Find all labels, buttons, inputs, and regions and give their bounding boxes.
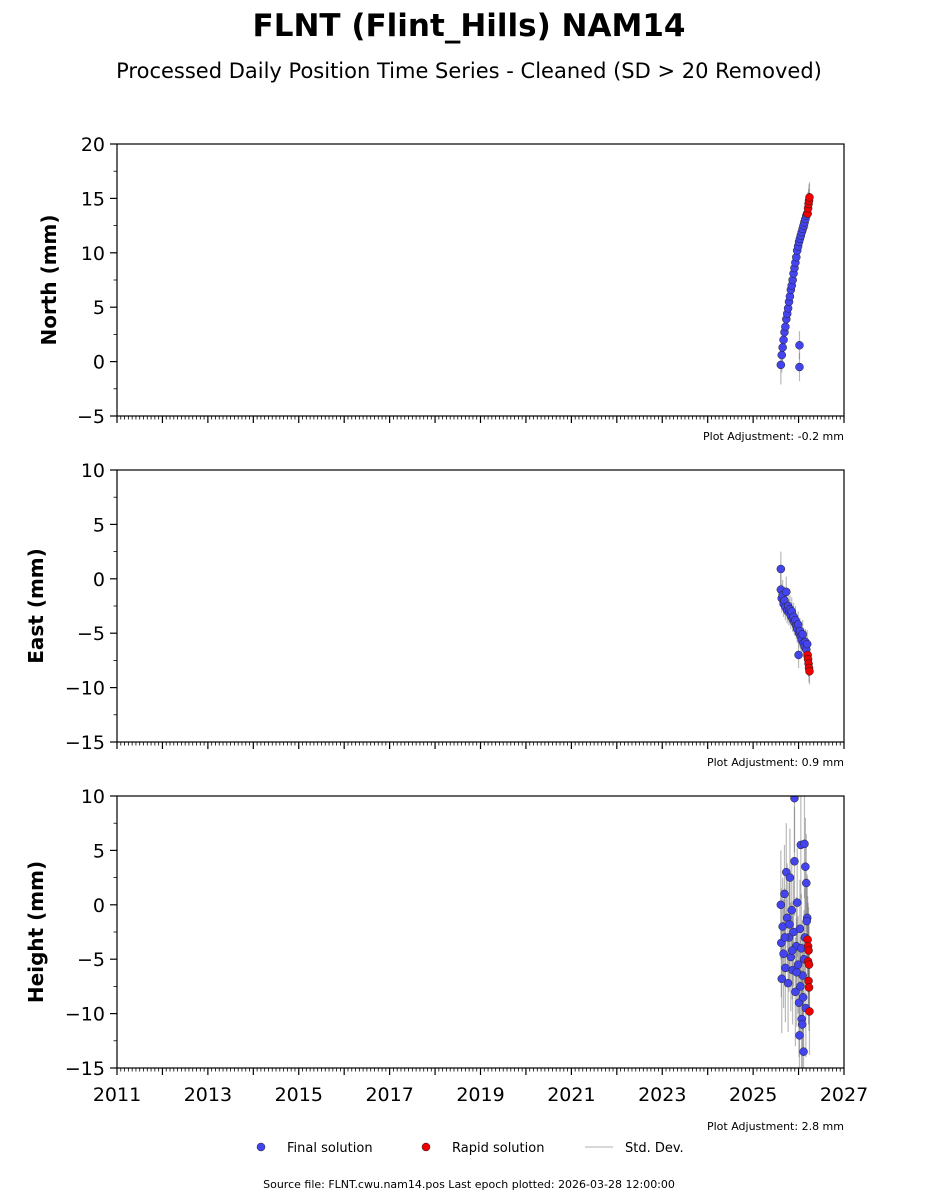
rapid-point — [805, 667, 814, 676]
final-point — [778, 343, 787, 352]
rapid-point — [804, 960, 814, 969]
chart-title: FLNT (Flint_Hills) NAM14 — [253, 8, 686, 44]
y-tick-label: −15 — [65, 732, 105, 754]
legend-sd-label: Std. Dev. — [625, 1141, 684, 1156]
y-axis-label: North (mm) — [37, 214, 61, 345]
final-point — [777, 974, 787, 984]
y-tick-label: 5 — [93, 514, 105, 536]
final-point — [792, 968, 801, 977]
final-point — [802, 916, 811, 926]
final-point — [780, 933, 790, 942]
legend-rapid-marker — [421, 1142, 431, 1152]
plot-frame — [116, 469, 845, 743]
y-tick-label: 0 — [93, 895, 105, 917]
final-point — [783, 978, 793, 988]
final-point — [798, 993, 808, 1002]
plot-adjustment-note: Plot Adjustment: -0.2 mm — [703, 430, 844, 443]
legend-final-label: Final solution — [287, 1141, 373, 1156]
x-tick-label: 2027 — [820, 1084, 868, 1106]
rapid-point — [805, 1007, 814, 1016]
y-tick-label: 0 — [93, 352, 105, 374]
data-layer — [776, 796, 814, 1068]
panel-height: −15 −10 −5 0 5 10 Height (mm) Plot Adjustment: … — [24, 786, 868, 1133]
y-tick-label: −5 — [77, 949, 105, 971]
y-tick-label: 5 — [93, 297, 105, 319]
final-point — [801, 862, 810, 871]
final-point — [779, 335, 788, 345]
x-tick-label: 2021 — [547, 1084, 595, 1106]
final-point — [776, 564, 786, 574]
rapid-point — [804, 946, 813, 955]
final-point — [802, 878, 811, 888]
y-tick-label: 15 — [81, 188, 105, 210]
final-point — [791, 987, 800, 997]
x-tick-label: 2015 — [275, 1084, 323, 1106]
chart-subtitle: Processed Daily Position Time Series - C… — [116, 59, 822, 83]
final-point — [781, 963, 790, 973]
y-tick-label: 0 — [93, 569, 105, 591]
final-point — [787, 946, 797, 955]
y-tick-label: 10 — [81, 786, 105, 808]
final-point — [795, 1031, 804, 1040]
final-point — [800, 839, 809, 849]
final-point — [787, 905, 796, 915]
plot-adjustment-note: Plot Adjustment: 0.9 mm — [707, 756, 844, 769]
final-point — [802, 639, 812, 649]
data-layer — [776, 182, 814, 385]
y-axis-label: East (mm) — [24, 548, 48, 664]
plot-frame — [116, 795, 845, 1069]
final-point — [776, 900, 786, 910]
rapid-point — [805, 193, 814, 202]
y-tick-label: 5 — [93, 840, 105, 862]
x-tick-label: 2025 — [729, 1084, 777, 1106]
final-point — [795, 341, 804, 350]
y-tick-label: −5 — [77, 623, 105, 645]
panel-north: −5 0 5 10 15 20 North (mm) Plot Adjustment: -0.… — [37, 134, 845, 443]
final-point — [790, 857, 799, 866]
final-point — [782, 587, 791, 597]
x-tick-label: 2013 — [184, 1084, 232, 1106]
panel-east: −15 −10 −5 0 5 10 East (mm) Plot Adjustment: 0.… — [24, 460, 845, 769]
final-point — [799, 1047, 808, 1056]
legend: Final solution Rapid solution Std. Dev. — [256, 1141, 684, 1156]
y-tick-label: −10 — [65, 678, 105, 700]
final-point — [785, 873, 795, 882]
final-point — [797, 1020, 807, 1029]
final-point — [776, 360, 786, 370]
x-tick-label: 2023 — [638, 1084, 686, 1106]
x-tick-label: 2019 — [456, 1084, 504, 1106]
final-point — [785, 920, 794, 929]
final-point — [781, 322, 790, 332]
rapid-point — [804, 983, 814, 992]
final-point — [777, 350, 787, 360]
source-note: Source file: FLNT.cwu.nam14.pos Last epo… — [263, 1178, 675, 1191]
final-point — [790, 796, 799, 803]
legend-rapid-label: Rapid solution — [452, 1141, 544, 1156]
x-tick-label: 2011 — [93, 1084, 141, 1106]
final-point — [795, 924, 805, 933]
final-point — [795, 362, 804, 372]
data-layer — [776, 551, 814, 685]
final-point — [798, 630, 807, 639]
x-tick-label: 2017 — [365, 1084, 413, 1106]
plot-frame — [116, 143, 845, 417]
final-point — [779, 949, 788, 959]
plot-adjustment-note: Plot Adjustment: 2.8 mm — [707, 1120, 844, 1133]
y-tick-label: −5 — [77, 406, 105, 428]
final-point — [796, 982, 805, 991]
y-tick-label: 10 — [81, 243, 105, 265]
y-tick-label: −15 — [65, 1058, 105, 1080]
legend-final-marker — [256, 1142, 266, 1152]
y-tick-label: −10 — [65, 1004, 105, 1026]
final-point — [792, 898, 802, 907]
y-tick-label: 10 — [81, 460, 105, 482]
y-tick-label: 20 — [81, 134, 105, 156]
y-axis-label: Height (mm) — [24, 861, 48, 1003]
final-point — [780, 889, 789, 899]
final-point — [794, 650, 803, 660]
